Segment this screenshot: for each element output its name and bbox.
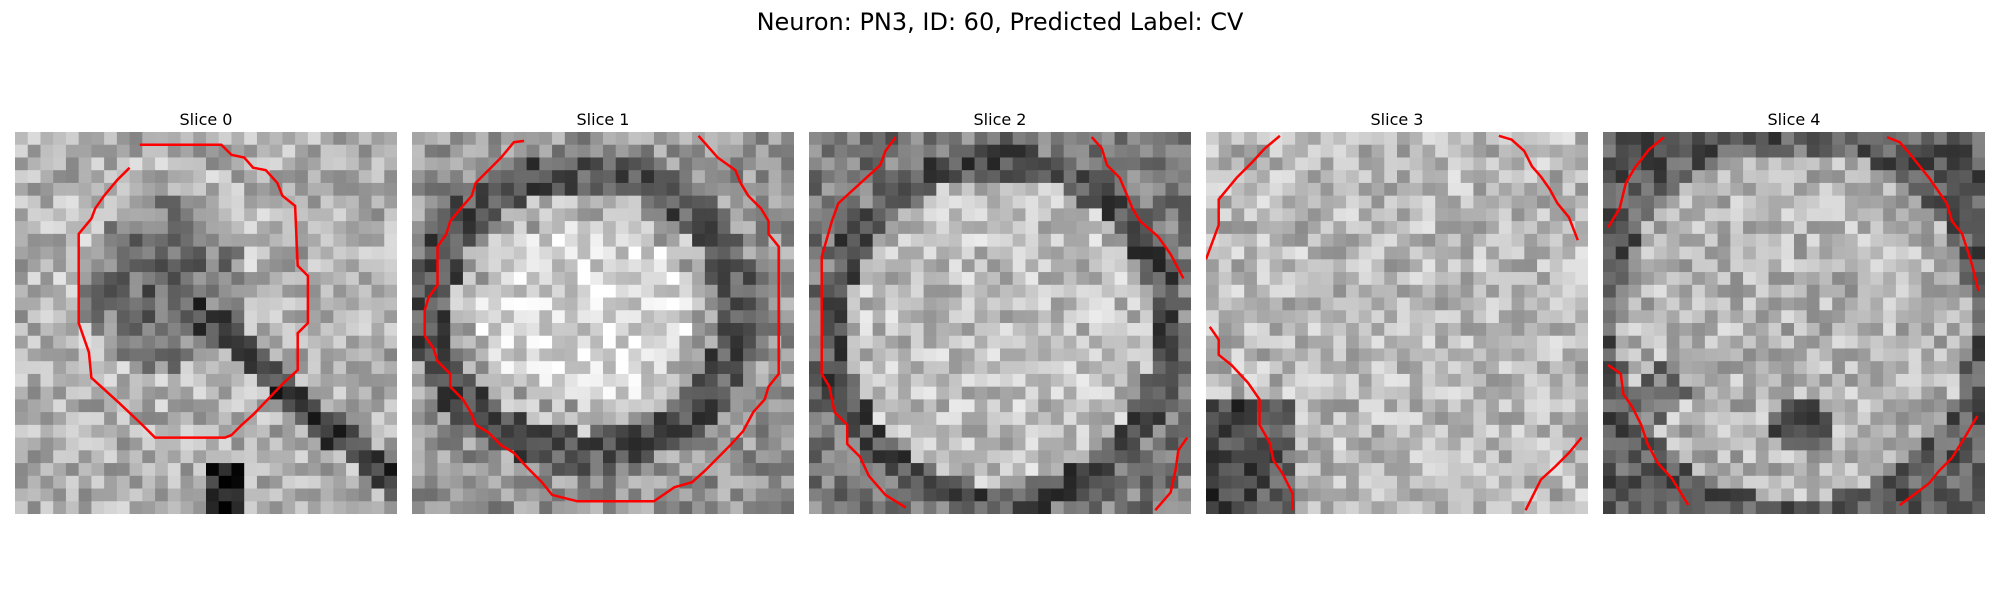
segmentation-contour <box>1206 134 1281 260</box>
segmentation-contour <box>77 143 310 439</box>
figure-suptitle: Neuron: PN3, ID: 60, Predicted Label: CV <box>756 8 1244 36</box>
pixel-grid <box>1206 132 1588 514</box>
segmentation-contour <box>1607 136 1665 229</box>
slice-title-0: Slice 0 <box>179 110 233 129</box>
slice-panel-0: Slice 0 <box>15 108 397 514</box>
slice-title-4: Slice 4 <box>1767 110 1821 129</box>
pixel-grid <box>809 132 1191 514</box>
segmentation-contour <box>1090 136 1185 279</box>
slice-panel-1: Slice 1 <box>412 108 794 514</box>
slice-panel-4: Slice 4 <box>1603 108 1985 514</box>
segmentation-contour <box>1498 134 1579 241</box>
slice-panel-2: Slice 2 <box>809 108 1191 514</box>
pixel-grid <box>412 132 794 514</box>
slice-image-0 <box>15 132 397 514</box>
segmentation-contour <box>1886 135 1980 292</box>
segmentation-contour <box>1898 415 1979 507</box>
slice-image-4 <box>1603 132 1985 514</box>
pixel-grid <box>15 132 397 514</box>
segmentation-contour <box>1524 436 1583 511</box>
slice-image-3 <box>1206 132 1588 514</box>
segmentation-contour <box>423 134 780 503</box>
slice-image-1 <box>412 132 794 514</box>
slice-panel-3: Slice 3 <box>1206 108 1588 514</box>
segmentation-contour <box>1154 436 1189 512</box>
slice-image-2 <box>809 132 1191 514</box>
segmentation-contour <box>1208 326 1294 511</box>
pixel-grid <box>1603 132 1985 514</box>
segmentation-contour <box>820 136 907 509</box>
slice-title-2: Slice 2 <box>973 110 1027 129</box>
slice-title-1: Slice 1 <box>576 110 630 129</box>
segmentation-contour <box>1607 363 1690 506</box>
slice-title-3: Slice 3 <box>1370 110 1424 129</box>
